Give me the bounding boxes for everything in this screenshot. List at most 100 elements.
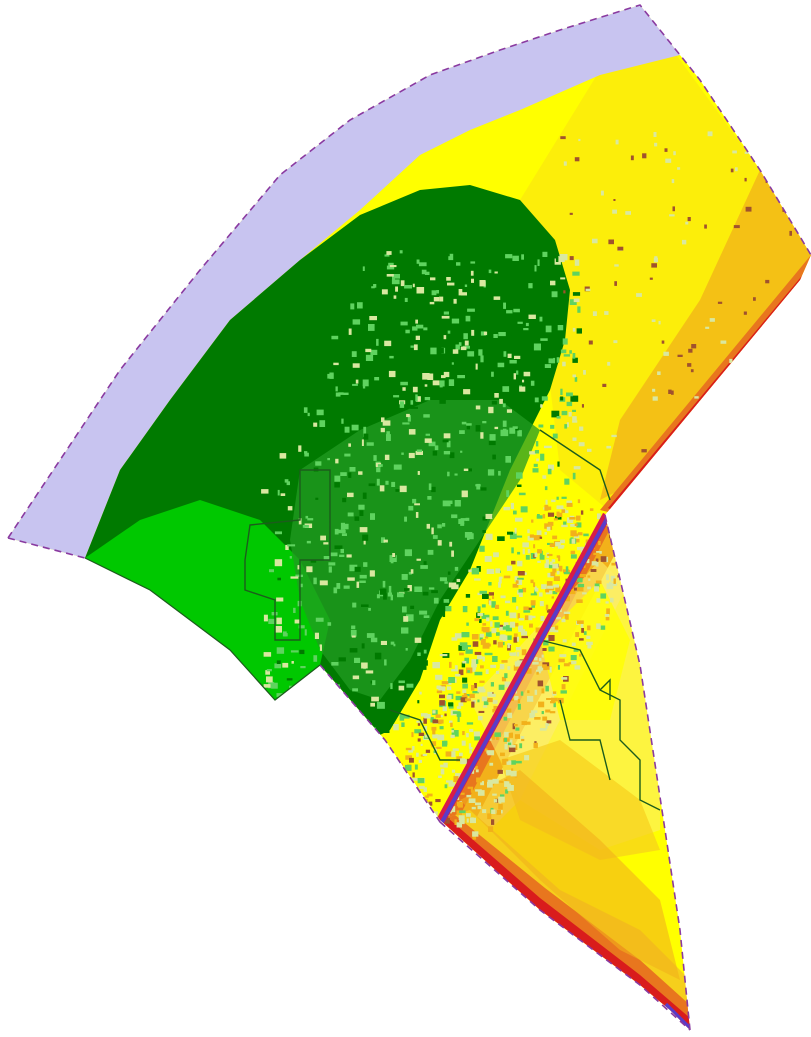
speckle [307,412,310,417]
speckle [352,675,360,680]
speckle [435,799,441,803]
speckle [417,652,421,656]
speckle [496,809,501,815]
speckle [462,661,467,664]
speckle [477,699,480,703]
speckle [522,379,525,383]
speckle [572,416,577,421]
speckle [454,730,459,737]
speckle [533,544,536,549]
speckle [504,778,508,782]
speckle [580,510,584,515]
speckle [499,801,502,804]
speckle [542,251,548,257]
speckle [481,626,484,632]
speckle [687,429,692,433]
speckle [539,536,543,539]
speckle [383,593,387,600]
speckle [454,665,458,670]
speckle [467,308,475,312]
speckle [505,789,509,794]
speckle [440,684,446,687]
speckle [393,464,402,470]
speckle [398,680,405,684]
speckle [487,750,495,756]
speckle [625,211,631,215]
speckle [358,343,366,346]
speckle [478,710,485,713]
speckle [368,607,371,611]
speckle [572,437,577,441]
speckle [372,300,379,308]
speckle [276,660,281,664]
speckle [551,596,554,599]
speckle [609,520,614,525]
speckle [526,668,532,674]
speckle [458,669,464,676]
speckle [506,761,512,765]
speckle [462,683,468,689]
speckle [286,678,293,681]
speckle [463,693,467,698]
speckle [555,516,562,520]
speckle [447,282,455,286]
speckle [530,553,536,559]
speckle [657,371,661,375]
speckle [408,749,414,753]
speckle [491,780,496,783]
speckle [691,344,697,349]
speckle [442,439,449,443]
speckle [459,642,468,646]
speckle [483,331,488,336]
speckle [529,451,536,455]
speckle [514,661,521,667]
speckle [709,318,715,322]
speckle [470,788,473,793]
speckle [744,177,747,182]
speckle [472,831,479,837]
speckle [534,450,539,454]
speckle [514,734,520,739]
speckle [600,593,607,599]
speckle [488,592,494,596]
speckle [370,702,375,707]
speckle [333,715,337,723]
speckle [515,647,521,650]
speckle [420,565,428,569]
speckle [498,684,505,690]
speckle [475,425,481,432]
speckle [566,401,573,407]
speckle [755,146,759,150]
speckle [448,253,454,261]
speckle [569,350,572,354]
speckle [440,764,446,768]
speckle [348,443,351,447]
speckle [573,649,579,652]
speckle [519,743,523,749]
speckle [423,561,427,565]
speckle [445,606,452,612]
speckle [291,661,294,664]
speckle [556,357,560,363]
speckle [551,410,560,418]
speckle [505,610,509,616]
speckle [432,380,440,386]
speckle [453,678,457,683]
speckle [480,639,486,645]
speckle [331,662,339,666]
speckle [290,576,299,579]
speckle [499,663,505,670]
speckle [486,617,490,622]
speckle [540,453,545,461]
speckle [485,669,489,674]
speckle [513,633,518,639]
speckle [541,688,545,694]
speckle [471,329,475,336]
speckle [521,310,524,316]
speckle [557,512,563,517]
speckle [574,535,580,539]
speckle [545,709,551,713]
speckle [553,702,556,708]
speckle [319,580,328,586]
